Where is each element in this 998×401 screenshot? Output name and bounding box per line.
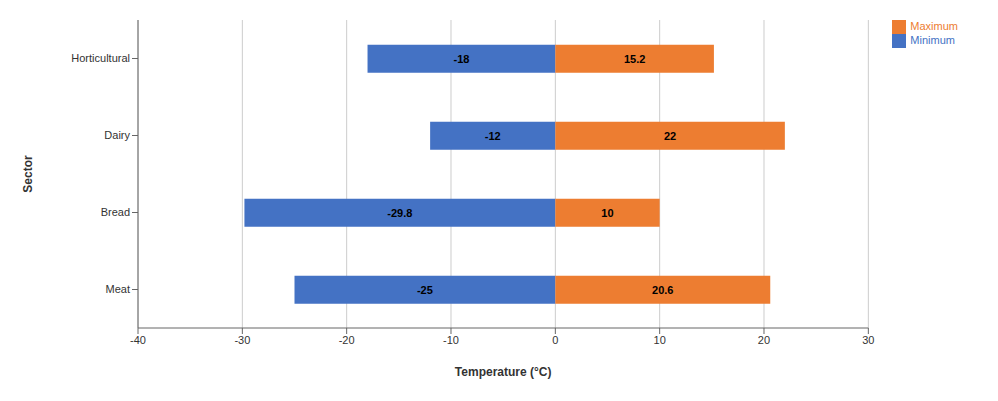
svg-text:Dairy: Dairy <box>104 129 130 141</box>
svg-text:22: 22 <box>664 130 676 142</box>
svg-text:-12: -12 <box>485 130 501 142</box>
svg-text:Temperature (°C): Temperature (°C) <box>455 365 552 379</box>
svg-text:10: 10 <box>601 207 613 219</box>
svg-text:-40: -40 <box>130 334 146 346</box>
svg-text:10: 10 <box>654 334 666 346</box>
svg-text:20.6: 20.6 <box>652 284 673 296</box>
svg-text:-18: -18 <box>453 53 469 65</box>
html-text:Maximum: Maximum <box>910 20 958 32</box>
svg-text:-10: -10 <box>443 334 459 346</box>
svg-text:-25: -25 <box>417 284 433 296</box>
html-text:Minimum: Minimum <box>910 34 955 47</box>
svg-text:-30: -30 <box>234 334 250 346</box>
svg-text:15.2: 15.2 <box>624 53 645 65</box>
svg-text:Meat: Meat <box>106 283 130 295</box>
svg-text:Sector: Sector <box>21 155 35 193</box>
svg-text:-20: -20 <box>339 334 355 346</box>
svg-text:Horticultural: Horticultural <box>71 52 130 64</box>
svg-text:Bread: Bread <box>101 206 130 218</box>
svg-text:0: 0 <box>552 334 558 346</box>
svg-text:30: 30 <box>862 334 874 346</box>
svg-text:20: 20 <box>758 334 770 346</box>
svg-text:-29.8: -29.8 <box>387 207 412 219</box>
